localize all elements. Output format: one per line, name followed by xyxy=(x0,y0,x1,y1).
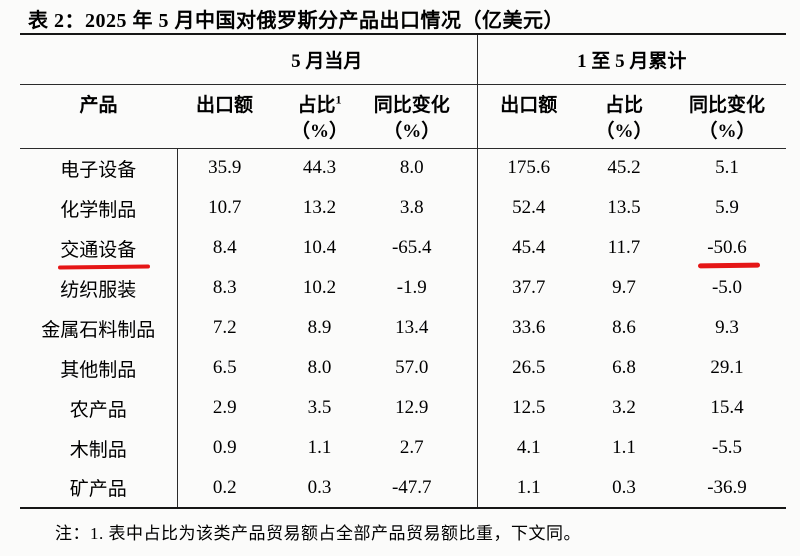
group-header-may: 5 月当月 xyxy=(177,34,478,85)
value-cell: 9.7 xyxy=(612,277,636,298)
value-cell: -5.5 xyxy=(711,437,743,458)
value-cell: 57.0 xyxy=(367,348,478,388)
column-header-cum-export: 出口额 xyxy=(477,84,580,149)
table-row: 其他制品 6.5 8.0 57.0 26.5 6.8 29.1 xyxy=(20,348,786,388)
product-cell: 木制品 xyxy=(20,428,178,468)
table-row: 矿产品 0.2 0.3 -47.7 1.1 0.3 -36.9 xyxy=(20,468,786,508)
value-cell: 6.8 xyxy=(612,357,636,378)
table-row: 农产品 2.9 3.5 12.9 12.5 3.2 15.4 xyxy=(20,388,786,428)
product-cell: 其他制品 xyxy=(20,348,178,388)
table-row: 电子设备 35.9 44.3 8.0 175.6 45.2 5.1 xyxy=(20,148,786,188)
footnote-marker: 1 xyxy=(335,92,342,107)
column-header-row: 产品 出口额 占比1 （%） 同比变化 （%） 出口额 占比 （%） 同比变化 （%） xyxy=(20,84,787,149)
table-row: 化学制品 10.7 13.2 3.8 52.4 13.5 5.9 xyxy=(20,188,786,228)
column-header-cum-share: 占比 （%） xyxy=(580,84,668,149)
table-row: 木制品 0.9 1.1 2.7 4.1 1.1 -5.5 xyxy=(20,428,786,468)
value-cell: 2.7 xyxy=(367,428,478,468)
value-cell: -5.0 xyxy=(711,277,743,298)
value-cell: 8.3 xyxy=(212,277,237,298)
table-row: 金属石料制品 7.2 8.9 13.4 33.6 8.6 9.3 xyxy=(20,308,786,348)
product-cell: 纺织服装 xyxy=(20,268,178,308)
value-cell: 35.9 xyxy=(208,157,242,179)
value-cell: 3.2 xyxy=(612,397,636,418)
value-cell: 2.9 xyxy=(212,397,237,418)
product-cell: 矿产品 xyxy=(20,468,178,508)
value-cell: -1.9 xyxy=(367,268,478,308)
value-cell: 26.5 xyxy=(512,357,546,378)
value-cell: 12.5 xyxy=(512,397,546,418)
product-cell: 化学制品 xyxy=(20,188,178,228)
value-cell: 1.1 xyxy=(516,476,541,498)
column-header-product: 产品 xyxy=(20,84,177,149)
product-cell: 交通设备 xyxy=(20,228,178,268)
export-table: 5 月当月 1 至 5 月累计 产品 出口额 占比1 （%） 同比变化 （%） 出口… xyxy=(20,33,787,509)
value-cell: 5.1 xyxy=(715,157,739,179)
column-header-may-export: 出口额 xyxy=(177,84,272,149)
group-header-row: 5 月当月 1 至 5 月累计 xyxy=(20,34,787,85)
footnote: 注：1. 表中占比为该类产品贸易额占全部产品贸易额比重，下文同。 xyxy=(55,524,581,543)
value-cell: 6.5 xyxy=(212,357,237,378)
group-header-spacer xyxy=(20,34,177,85)
value-cell: 0.9 xyxy=(212,437,237,458)
value-cell: -50.6 xyxy=(668,228,786,268)
value-cell: 4.1 xyxy=(516,437,541,458)
value-cell: 45.2 xyxy=(607,157,641,179)
product-cell: 电子设备 xyxy=(20,148,178,188)
value-cell: 10.2 xyxy=(302,277,337,298)
value-cell: 13.4 xyxy=(367,308,478,348)
value-cell: 13.5 xyxy=(607,197,641,218)
value-cell: 52.4 xyxy=(512,197,546,218)
value-cell: 0.3 xyxy=(612,476,636,498)
value-cell: 8.0 xyxy=(307,357,332,378)
value-cell: 29.1 xyxy=(710,357,744,378)
table-row: 纺织服装 8.3 10.2 -1.9 37.7 9.7 -5.0 xyxy=(20,268,786,308)
column-header-cum-yoy: 同比变化 （%） xyxy=(668,84,787,149)
value-cell: 7.2 xyxy=(212,317,237,338)
value-cell: 0.2 xyxy=(212,476,237,498)
value-cell: 44.3 xyxy=(302,157,337,179)
value-cell: 8.0 xyxy=(367,148,478,188)
value-cell: -65.4 xyxy=(367,228,478,268)
value-cell: 9.3 xyxy=(715,317,739,338)
value-cell: 8.4 xyxy=(212,237,237,258)
value-cell: 3.8 xyxy=(367,188,478,228)
red-underline-annotation: 交通设备 xyxy=(60,235,136,262)
value-cell: 0.3 xyxy=(307,476,332,498)
value-cell: 33.6 xyxy=(512,317,546,338)
value-cell: 11.7 xyxy=(607,237,641,258)
value-cell: 1.1 xyxy=(612,437,636,458)
value-cell: 45.4 xyxy=(512,237,546,258)
value-cell: 1.1 xyxy=(307,437,332,458)
value-cell: -47.7 xyxy=(367,468,478,508)
group-header-cumulative: 1 至 5 月累计 xyxy=(477,34,787,85)
value-cell: 8.6 xyxy=(612,317,636,338)
value-cell: 10.7 xyxy=(208,197,242,218)
product-cell: 农产品 xyxy=(20,388,178,428)
red-underline-annotation: -50.6 xyxy=(707,237,747,258)
value-cell: 8.9 xyxy=(307,317,332,338)
product-cell: 金属石料制品 xyxy=(20,308,178,348)
value-cell: 13.2 xyxy=(302,197,337,218)
value-cell: 37.7 xyxy=(512,277,546,298)
value-cell: 15.4 xyxy=(710,397,744,418)
value-cell: -36.9 xyxy=(707,476,747,498)
value-cell: 12.9 xyxy=(367,388,478,428)
column-header-may-yoy: 同比变化 （%） xyxy=(367,84,478,149)
value-cell: 175.6 xyxy=(507,157,551,179)
table-row-highlighted: 交通设备 8.4 10.4 -65.4 45.4 11.7 -50.6 xyxy=(20,228,786,268)
value-cell: 10.4 xyxy=(302,237,337,258)
column-header-may-share: 占比1 （%） xyxy=(272,84,367,149)
table-title: 表 2：2025 年 5 月中国对俄罗斯分产品出口情况（亿美元） xyxy=(28,10,564,32)
value-cell: 3.5 xyxy=(307,397,332,418)
value-cell: 5.9 xyxy=(715,197,739,218)
